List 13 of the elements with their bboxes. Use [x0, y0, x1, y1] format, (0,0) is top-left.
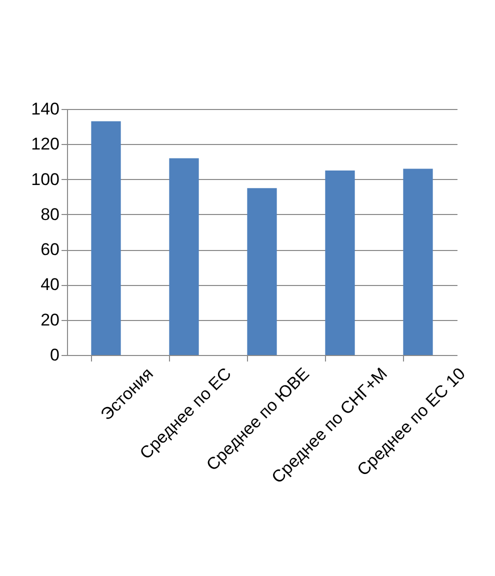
bar	[247, 188, 277, 355]
bar	[325, 170, 355, 355]
y-tick-label: 100	[31, 170, 60, 189]
bar	[91, 121, 121, 355]
bar	[169, 158, 199, 355]
y-tick-label: 0	[50, 346, 60, 364]
bar	[403, 168, 433, 355]
y-tick-label: 120	[31, 134, 60, 154]
y-tick-label: 40	[40, 275, 60, 294]
y-tick-label: 80	[40, 204, 60, 224]
y-tick-label: 60	[40, 240, 60, 260]
y-tick-label: 20	[40, 310, 60, 330]
y-tick-label: 140	[31, 100, 60, 118]
